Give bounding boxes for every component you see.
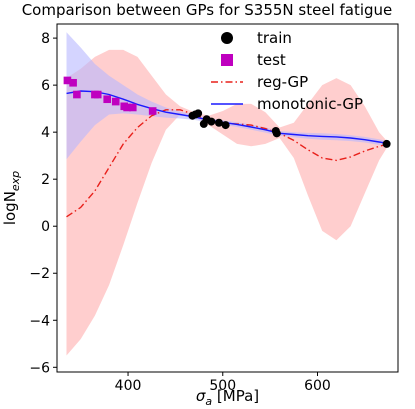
train-point (194, 109, 203, 118)
legend: train test reg-GP monotonic-GP (211, 29, 363, 113)
x-axis-label-unit: [MPa] (212, 387, 259, 405)
y-tick-label: 4 (41, 125, 50, 141)
y-tick-label: −4 (29, 313, 50, 329)
test-point (103, 95, 112, 104)
y-tick-label: −2 (29, 266, 50, 282)
monotonic-gp-confidence-band (66, 32, 389, 160)
test-point (123, 103, 131, 112)
legend-label: reg-GP (257, 73, 308, 91)
x-tick-label: 500 (209, 378, 236, 394)
axes: 400 500 600 −6 −4 −2 0 2 4 6 8 (29, 31, 330, 394)
confidence-bands (66, 32, 389, 356)
y-tick-label: 0 (41, 219, 50, 235)
test-point (63, 76, 72, 85)
reg-gp-mean-line (66, 109, 389, 218)
legend-label: test (257, 51, 286, 69)
test-point (128, 103, 137, 112)
x-tick-label: 400 (115, 378, 142, 394)
y-tick-label: 2 (41, 172, 50, 188)
chart-title: Comparison between GPs for S355N steel f… (22, 1, 393, 19)
data-points (63, 76, 391, 148)
test-point (111, 97, 120, 106)
x-tick-label: 600 (304, 378, 331, 394)
train-point (272, 129, 281, 138)
x-axis-label-subscript: a (205, 395, 212, 408)
legend-marker-test (221, 54, 233, 66)
y-tick-label: 8 (41, 31, 50, 47)
reg-gp-confidence-band (66, 49, 389, 356)
test-point (69, 78, 77, 87)
x-axis-label-symbol: σ (196, 387, 206, 405)
y-axis-label-symbol: logN (1, 191, 19, 225)
y-tick-label: −6 (29, 360, 50, 376)
legend-label: train (257, 29, 292, 47)
test-point (148, 107, 157, 115)
y-tick-label: 6 (41, 78, 50, 94)
legend-label: monotonic-GP (257, 95, 363, 113)
train-point (221, 121, 230, 130)
legend-marker-train (221, 32, 233, 44)
test-point (73, 90, 81, 99)
test-point (93, 90, 102, 99)
mean-lines (66, 90, 389, 218)
plot-area (56, 23, 399, 373)
train-point (207, 117, 216, 126)
train-point (382, 139, 391, 148)
y-axis-label-subscript: exp (9, 171, 22, 191)
x-axis-label: σa [MPa] (196, 387, 259, 408)
monotonic-gp-mean-line (66, 90, 389, 145)
train-point (214, 118, 223, 127)
y-axis-label: logNexp (1, 171, 22, 225)
